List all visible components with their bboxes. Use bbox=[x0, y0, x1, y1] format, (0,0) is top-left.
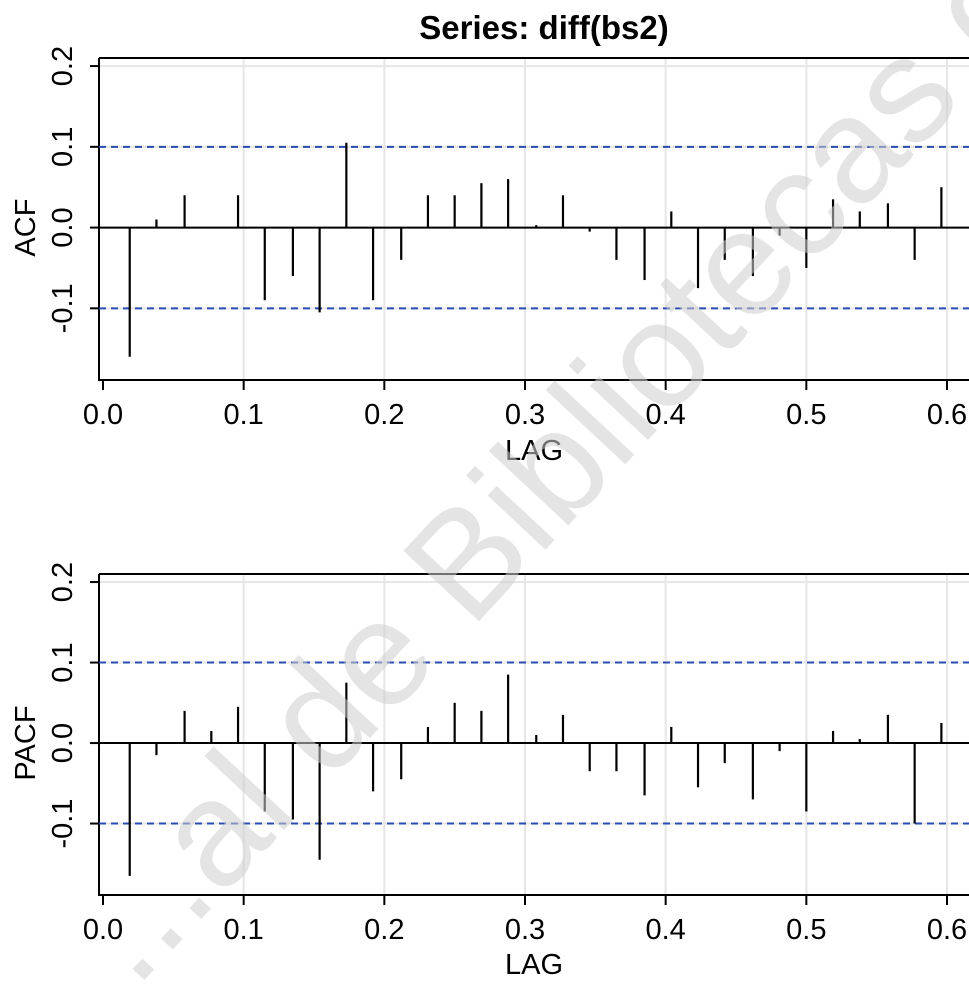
pacf-panel: -0.1 0.0 0.1 0.2 0.0 0.1 0.2 0.3 0.4 0.5 0.6 LAG PAC… bbox=[10, 562, 969, 981]
x-tick-label: 0.4 bbox=[646, 399, 686, 431]
y-tick-label: 0.2 bbox=[47, 46, 79, 86]
x-tick-label: 0.3 bbox=[505, 399, 545, 431]
x-tick-label: 0.2 bbox=[364, 399, 404, 431]
y-axis-title: PACF bbox=[10, 705, 42, 780]
y-tick-label: 0.1 bbox=[47, 127, 79, 167]
y-tick-label: -0.1 bbox=[47, 799, 79, 849]
x-axis-title: LAG bbox=[505, 949, 563, 981]
x-axis-title: LAG bbox=[505, 435, 563, 467]
y-axis-title: ACF bbox=[10, 199, 42, 257]
acf-panel: -0.1 0.0 0.1 0.2 0.0 0.1 0.2 0.3 0.4 0.5 0.6 LAG ACF bbox=[10, 46, 969, 467]
chart-title: Series: diff(bs2) bbox=[419, 9, 668, 46]
x-tick-label: 0.3 bbox=[505, 914, 545, 946]
y-tick-label: 0.0 bbox=[47, 207, 79, 247]
x-tick-label: 0.5 bbox=[786, 914, 826, 946]
x-tick-label: 0.2 bbox=[364, 914, 404, 946]
y-tick-label: 0.1 bbox=[47, 642, 79, 682]
x-tick-label: 0.0 bbox=[83, 399, 123, 431]
watermark-text: ...al de Bibliotecas d bbox=[36, 0, 969, 994]
plot-area: -0.1 0.0 0.1 0.2 0.0 0.1 0.2 0.3 0.4 0.5 0.6 LAG ACF… bbox=[10, 46, 969, 981]
y-tick-label: 0.0 bbox=[47, 723, 79, 763]
x-tick-label: 0.1 bbox=[224, 914, 264, 946]
y-tick-label: 0.2 bbox=[47, 562, 79, 602]
x-tick-label: 0.6 bbox=[927, 914, 967, 946]
x-tick-label: 0.1 bbox=[224, 399, 264, 431]
x-tick-label: 0.4 bbox=[646, 914, 686, 946]
y-tick-label: -0.1 bbox=[47, 283, 79, 333]
x-tick-label: 0.6 bbox=[927, 399, 967, 431]
x-tick-label: 0.5 bbox=[786, 399, 826, 431]
x-tick-label: 0.0 bbox=[83, 914, 123, 946]
